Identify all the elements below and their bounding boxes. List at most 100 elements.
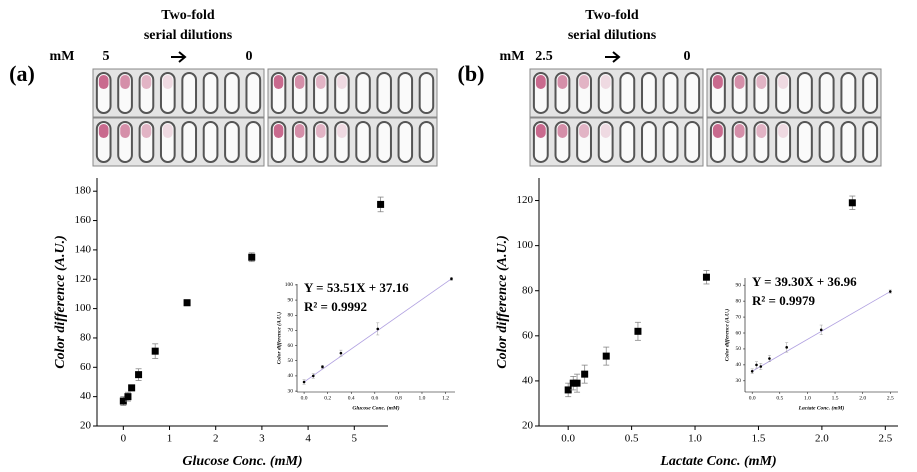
tube <box>397 72 414 114</box>
tube <box>597 72 614 114</box>
y-tick-label: 90 <box>736 282 742 288</box>
tube <box>840 121 857 163</box>
tube <box>619 72 636 114</box>
y-tick-label: 80 <box>736 298 742 304</box>
y-tick-label: 60 <box>522 329 534 341</box>
y-axis-label: Color difference (A.U.) <box>495 235 510 369</box>
point <box>888 290 892 293</box>
tube <box>224 72 240 114</box>
x-tick-label: 0.5 <box>776 396 783 402</box>
y-tick-label: 30 <box>288 388 294 394</box>
y-tick-label: 80 <box>288 313 294 319</box>
tube <box>355 72 371 114</box>
tube <box>138 72 155 114</box>
dilution-title: serial dilutions <box>144 28 233 43</box>
tube-liquid <box>734 124 745 138</box>
x-tick-label: 2.5 <box>878 432 892 444</box>
point <box>819 328 823 332</box>
tube-liquid <box>316 75 326 89</box>
tube-liquid <box>579 75 589 89</box>
y-tick-label: 40 <box>736 362 742 368</box>
arrow <box>171 51 187 63</box>
tube <box>397 121 414 163</box>
x-tick-label: 1 <box>167 432 173 444</box>
tube-liquid <box>294 75 305 89</box>
point <box>602 352 610 360</box>
tube <box>159 121 176 163</box>
tube <box>862 121 879 163</box>
x-tick-label: 2.0 <box>859 396 866 402</box>
dilution-title: serial dilutions <box>568 28 657 43</box>
x-tick-label: 0.0 <box>749 396 756 402</box>
x-tick-label: 0.5 <box>625 432 639 444</box>
point <box>848 199 856 207</box>
y-tick-label: 50 <box>736 346 742 352</box>
point <box>569 379 577 387</box>
tube-liquid <box>162 75 173 89</box>
end-conc: 0 <box>246 49 253 64</box>
fit-r2: R² = 0.9979 <box>752 293 815 308</box>
tube <box>862 72 879 114</box>
tube <box>796 72 813 114</box>
tube <box>775 121 792 163</box>
point <box>321 365 324 369</box>
tube <box>662 72 679 114</box>
y-axis-label: Color difference (A.U.) <box>723 309 730 362</box>
x-tick-label: 0.8 <box>395 396 402 402</box>
point <box>573 379 581 387</box>
x-tick-label: 1.5 <box>752 432 766 444</box>
tube <box>818 72 835 114</box>
tube <box>138 121 155 163</box>
x-axis-label: Lactate Conc. (mM) <box>798 404 845 411</box>
x-tick-label: 2 <box>213 432 219 444</box>
tube-liquid <box>734 75 745 89</box>
point <box>119 397 127 405</box>
tube-liquid <box>141 75 152 89</box>
y-tick-label: 100 <box>517 239 534 251</box>
tube <box>159 72 176 114</box>
point <box>135 371 143 379</box>
tube <box>684 72 701 114</box>
point <box>311 374 315 378</box>
tube <box>576 121 592 163</box>
x-tick-label: 2.5 <box>887 396 894 402</box>
point <box>634 327 642 335</box>
y-tick-label: 20 <box>522 420 534 432</box>
y-tick-label: 160 <box>75 214 92 226</box>
panel-label: (b) <box>458 61 485 86</box>
y-tick-label: 40 <box>522 374 534 386</box>
tube <box>202 121 219 163</box>
x-tick-label: 1.2 <box>442 396 449 402</box>
tube <box>619 121 636 163</box>
x-tick-label: 1.0 <box>804 396 811 402</box>
y-tick-label: 80 <box>80 331 92 343</box>
tube <box>418 72 435 114</box>
tube-liquid <box>535 124 546 138</box>
x-tick-label: 1.0 <box>688 432 702 444</box>
y-tick-label: 60 <box>736 330 742 336</box>
tube-liquid <box>600 75 611 89</box>
tube <box>376 121 392 163</box>
tube <box>376 72 392 114</box>
tube-liquid <box>162 124 173 138</box>
y-tick-label: 70 <box>736 314 742 320</box>
x-tick-label: 2.0 <box>815 432 829 444</box>
tube-liquid <box>756 124 767 138</box>
x-tick-label: 1.5 <box>832 396 839 402</box>
tube-liquid <box>579 124 589 138</box>
point <box>759 365 763 368</box>
point <box>183 299 191 307</box>
point <box>755 363 758 367</box>
tube-liquid <box>316 124 326 138</box>
dilution-title: Two-fold <box>585 8 639 23</box>
tube-liquid <box>778 75 789 89</box>
y-tick-label: 50 <box>288 358 294 364</box>
y-tick-label: 70 <box>288 328 294 334</box>
point <box>785 346 789 349</box>
y-tick-label: 60 <box>80 361 92 373</box>
y-tick-label: 140 <box>75 243 92 255</box>
fit-r2: R² = 0.9992 <box>304 299 367 314</box>
y-tick-label: 40 <box>288 373 294 379</box>
tube-liquid <box>337 75 347 89</box>
tube-plates <box>92 68 882 167</box>
